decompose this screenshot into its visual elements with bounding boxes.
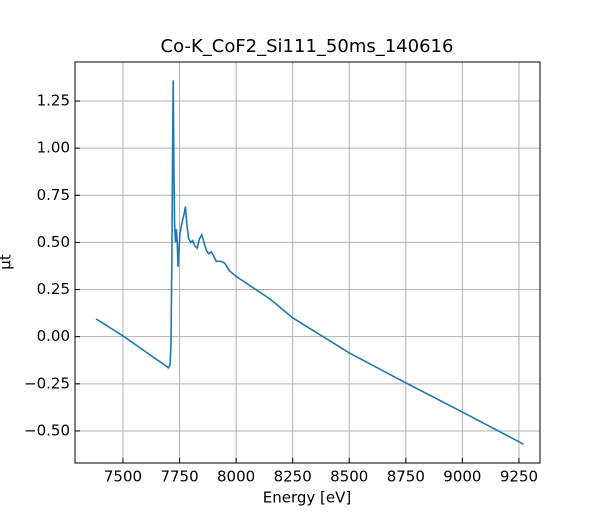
x-tick-label: 7500: [104, 468, 142, 486]
y-tick-label: 1.00: [37, 139, 70, 157]
x-tick-label: 9250: [500, 468, 538, 486]
x-tick-label: 8250: [274, 468, 312, 486]
x-tick-label: 8750: [387, 468, 425, 486]
x-tick-label: 7750: [160, 468, 198, 486]
chart-title: Co-K_CoF2_Si111_50ms_140616: [161, 36, 454, 57]
plot-frame: [74, 61, 541, 464]
y-tick-label: 0.50: [37, 233, 70, 251]
x-tick-label: 8500: [330, 468, 368, 486]
y-tick-label: 0.75: [37, 186, 70, 204]
y-tick-label: 1.25: [37, 92, 70, 110]
data-line: [95, 80, 524, 445]
y-tick-label: −0.25: [24, 374, 70, 392]
y-tick-label: 0.00: [37, 327, 70, 345]
y-tick-label: 0.25: [37, 280, 70, 298]
x-axis-label: Energy [eV]: [263, 489, 351, 507]
x-tick-label: 8000: [217, 468, 255, 486]
y-axis-label: μt: [0, 254, 15, 270]
y-tick-label: −0.50: [24, 421, 70, 439]
x-tick-label: 9000: [443, 468, 481, 486]
